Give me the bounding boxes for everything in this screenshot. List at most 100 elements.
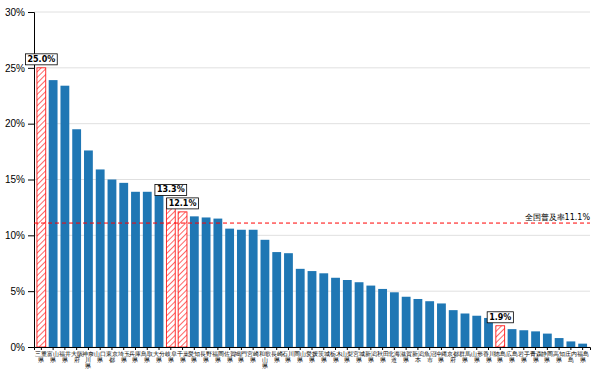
x-tick-label: 宮城県 — [353, 350, 365, 363]
x-tick: 高知県 — [553, 347, 565, 363]
annotation-text: 1.9% — [489, 313, 511, 322]
x-tick-mark — [288, 347, 289, 350]
x-tick-mark — [312, 347, 313, 350]
x-tick: 新潟本 — [412, 347, 424, 363]
bar — [355, 282, 364, 347]
x-tick-label: 福島県 — [577, 351, 589, 363]
x-tick: 石川県 — [282, 347, 294, 363]
x-tick: 千葉県 — [177, 347, 189, 363]
bar — [96, 169, 105, 347]
grid — [34, 12, 590, 347]
x-tick-label: 茨城県 — [318, 351, 330, 363]
x-tick: 和歌山県 — [259, 347, 271, 369]
bar — [343, 280, 352, 347]
x-tick: 富山県 — [47, 347, 59, 363]
x-tick-mark — [53, 347, 54, 350]
bar — [202, 217, 211, 347]
annotation-box — [155, 184, 187, 195]
x-tick: 兵庫県 — [129, 347, 141, 363]
x-tick-label: 高知県 — [553, 350, 565, 363]
x-tick-mark — [241, 347, 242, 350]
y-tick: 0% — [11, 342, 34, 353]
bar — [155, 195, 164, 347]
x-tick-label: 千葉県 — [177, 350, 189, 363]
chart: 0%5%10%15%20%25%30%三重県富山県福井県大阪府神奈川県山口県東京… — [0, 0, 600, 381]
bar — [225, 229, 234, 347]
x-tick-mark — [500, 347, 501, 350]
x-tick-mark — [535, 347, 536, 350]
y-tick-label: 0% — [11, 342, 26, 353]
y-tick-mark — [28, 124, 34, 125]
reference-line — [34, 223, 590, 224]
x-tick: 青森県 — [530, 347, 542, 363]
x-tick-label: 沖縄県 — [435, 351, 447, 363]
bar — [437, 303, 446, 347]
annotations: 全国普及率11.1%25.0%13.3%12.1%1.9% — [25, 54, 590, 323]
x-tick: 岩手県 — [518, 347, 530, 363]
grid-line — [34, 235, 590, 236]
x-tick-mark — [523, 347, 524, 350]
x-tick-label: 和歌山県 — [259, 351, 271, 369]
bar — [119, 183, 128, 347]
x-tick: 鳥取県 — [140, 347, 153, 363]
bar — [543, 334, 552, 347]
bar — [84, 150, 93, 347]
x-tick-mark — [359, 347, 360, 350]
bar — [108, 180, 117, 348]
bar — [555, 338, 564, 347]
x-tick: 山梨県 — [341, 347, 353, 363]
bar — [308, 271, 317, 347]
x-tick-mark — [264, 347, 265, 350]
x-tick: 長崎県 — [271, 347, 283, 363]
x-tick-label: 青森県 — [530, 351, 542, 363]
x-tick-mark — [206, 347, 207, 350]
x-tick: 徳島県 — [494, 347, 506, 363]
y-tick-mark — [28, 68, 34, 69]
annotation-box — [25, 54, 57, 65]
x-tick: 岐阜県 — [165, 347, 177, 363]
x-tick-label: 群馬県 — [459, 351, 471, 363]
bar — [508, 329, 517, 347]
x-tick-mark — [453, 347, 454, 350]
bar — [37, 68, 46, 347]
x-tick-label: 香川県 — [483, 351, 495, 363]
annotation: 12.1% — [167, 198, 199, 209]
x-tick-label: 魚沼市 — [424, 351, 436, 363]
x-tick-label: 神奈川県 — [82, 351, 94, 369]
x-tick-label: 岡山県 — [294, 351, 306, 363]
x-tick-label: 富山県 — [47, 350, 59, 363]
annotation-text: 25.0% — [27, 55, 55, 64]
x-tick-label: 東京都 — [106, 350, 118, 363]
x-tick: 群馬県 — [459, 347, 471, 363]
x-tick-label: 滋賀県 — [400, 351, 412, 363]
reference-line-label: 全国普及率11.1% — [525, 213, 591, 222]
y-tick-mark — [28, 235, 34, 236]
x-tick-label: 鳴門県 — [235, 351, 247, 363]
x-tick: 京都府 — [447, 347, 459, 363]
x-tick: 沖縄県 — [435, 347, 447, 363]
grid-line — [34, 67, 590, 68]
y-tick-label: 10% — [5, 230, 25, 241]
x-tick: 大分県 — [153, 347, 165, 363]
y-tick: 20% — [5, 118, 34, 129]
bar — [166, 198, 175, 347]
x-tick-mark — [276, 347, 277, 350]
grid-line — [34, 123, 590, 124]
x-tick: 北海道 — [388, 347, 400, 363]
y-tick: 5% — [11, 286, 34, 297]
x-tick-mark — [76, 347, 77, 350]
x-tick-mark — [300, 347, 301, 350]
x-tick-label: 山口県 — [94, 351, 106, 363]
x-tick-label: 山形県 — [471, 351, 483, 363]
bar — [261, 240, 270, 347]
x-tick-mark — [123, 347, 124, 350]
x-tick: 福島県 — [577, 347, 589, 363]
y-tick-label: 25% — [5, 63, 25, 74]
bar — [60, 86, 69, 347]
x-tick-label: 新潟本 — [412, 350, 424, 363]
x-tick-mark — [182, 347, 183, 350]
bar — [578, 344, 587, 347]
x-tick: 埼玉県 — [117, 347, 130, 363]
bar — [178, 212, 187, 347]
y-tick-mark — [28, 180, 34, 181]
